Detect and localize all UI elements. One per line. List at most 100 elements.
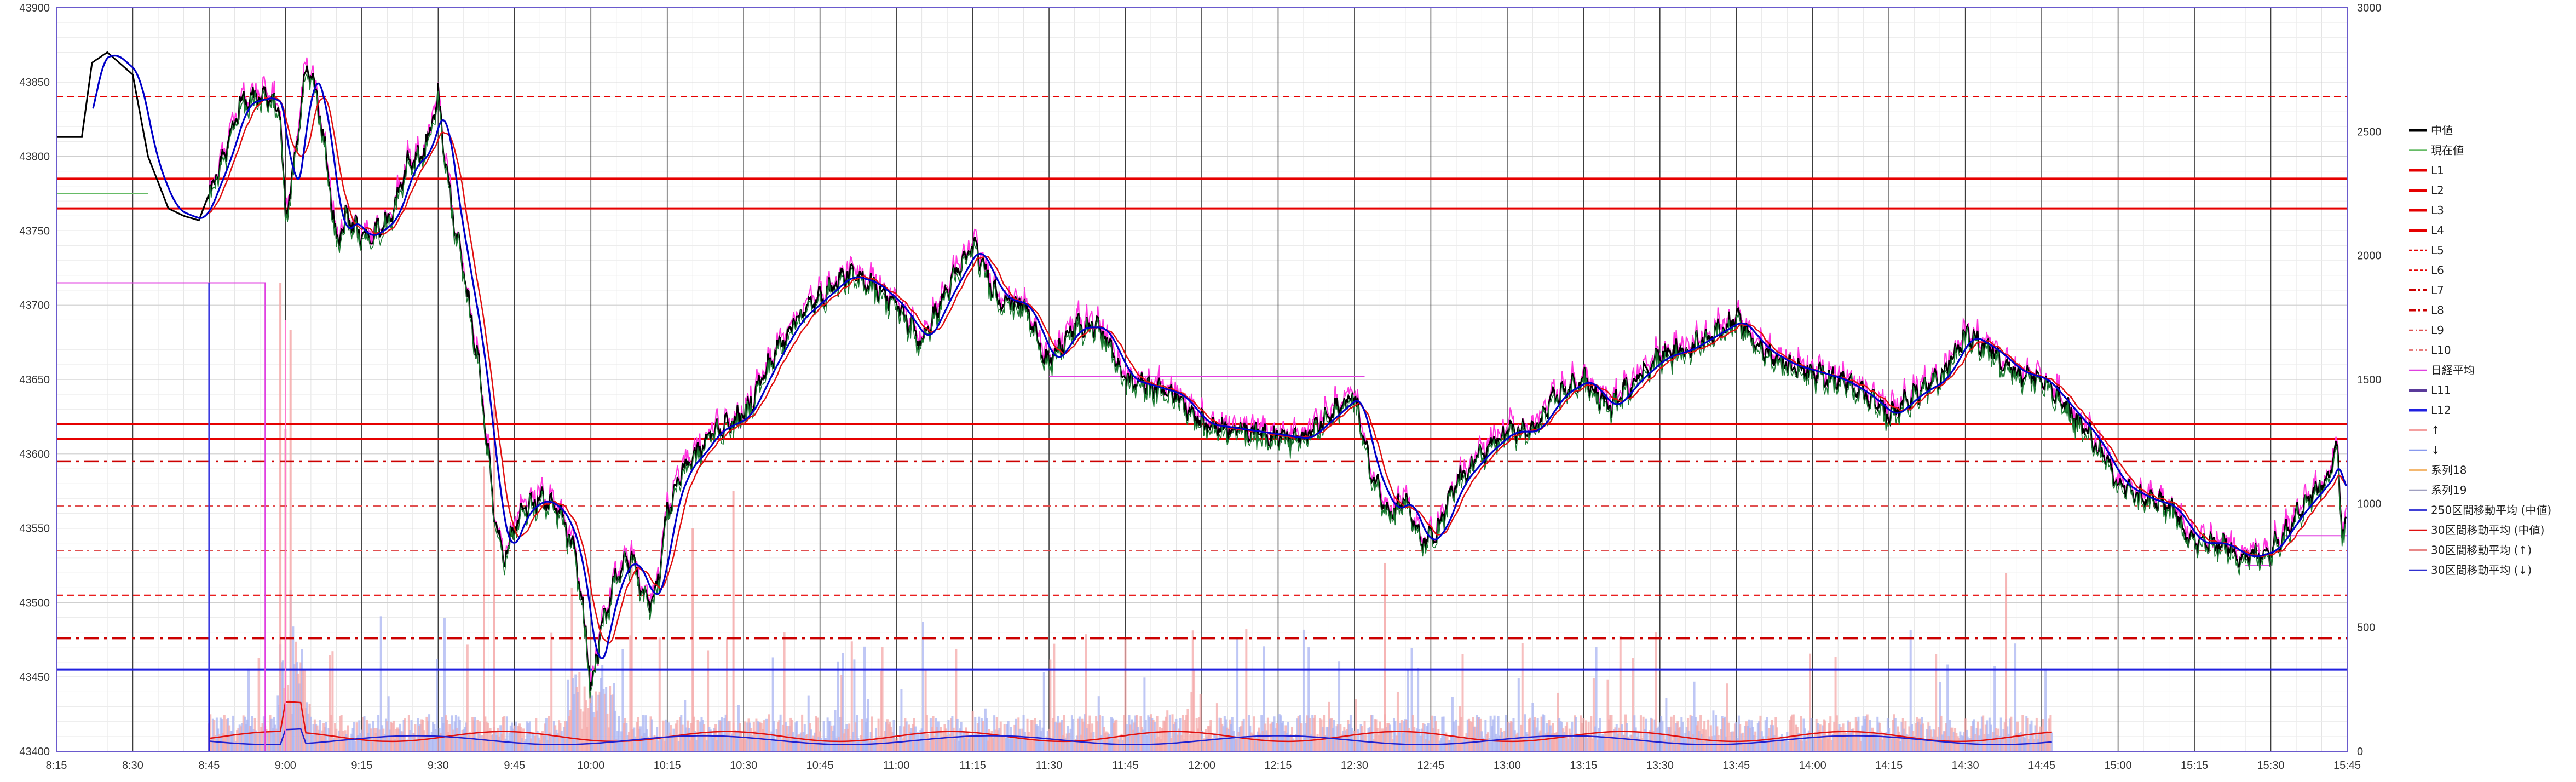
volume-bar [1678,728,1680,751]
volume-bar [460,734,463,751]
volume-bar [1528,719,1530,751]
volume-bar [1701,734,1703,751]
volume-bar [803,724,806,751]
x-tick-label: 9:30 [428,760,449,772]
volume-bar [1115,719,1118,751]
volume-bar [1084,714,1086,751]
volume-bar [1041,727,1044,751]
legend-entry-label: 系列18 [2431,464,2466,477]
volume-bar [1760,731,1763,751]
volume-bar [1011,739,1013,751]
volume-bar [458,720,461,751]
volume-bar [1242,718,1245,751]
volume-bar [275,728,278,751]
volume-bar [664,740,666,751]
volume-bar [1409,731,1412,751]
volume-bar [1231,717,1234,751]
volume-bar [1698,731,1701,751]
volume-bar [1339,724,1342,751]
volume-bar [853,659,856,751]
volume-bar [653,735,656,751]
volume-bar [2037,739,2039,751]
volume-bar [1502,740,1505,751]
volume-bar [564,721,567,751]
volume-bar [1185,715,1188,751]
volume-bar [1629,734,1632,751]
volume-bar [2010,716,2013,751]
volume-bar [1072,719,1075,751]
volume-bar [1705,740,1708,751]
volume-bar [951,716,954,751]
volume-bar [1356,741,1358,751]
volume-bar [1603,735,1605,751]
volume-bar [1389,725,1392,751]
volume-bar [641,735,643,751]
volume-bar [210,737,213,751]
volume-bar [1144,720,1147,751]
volume-bar [1305,723,1307,751]
volume-bar [1297,716,1300,751]
volume-bar [615,739,618,751]
volume-bar [1380,731,1382,751]
volume-bar [1229,719,1231,751]
volume-bar [527,722,530,751]
volume-bar [268,732,270,751]
x-tick-label: 12:45 [1417,760,1444,772]
volume-bar [1992,732,1995,751]
volume-bar [1764,720,1767,751]
legend-entry-label: L8 [2431,304,2444,317]
y-tick-label: 43700 [19,300,50,312]
volume-bar [903,726,906,751]
volume-bar [470,738,472,751]
volume-bar [2044,668,2047,751]
volume-bar [1898,731,1900,751]
volume-bar [826,717,829,751]
legend-entry-label: L4 [2431,224,2444,237]
volume-bar [1096,721,1099,751]
legend-entry-label: 現在値 [2431,144,2464,157]
volume-bar [891,732,894,751]
volume-bar [1950,727,1953,751]
volume-bar [1022,715,1025,751]
volume-bar [843,733,845,751]
volume-bar [1121,740,1124,751]
volume-bar [1707,719,1710,751]
volume-bar [1711,736,1714,751]
volume-bar [940,727,942,751]
volume-bar [1372,739,1375,751]
y-tick-label: 43850 [19,77,50,89]
volume-bar [791,720,793,751]
volume-bar [1995,728,1997,751]
volume-bar [1274,728,1277,751]
volume-bar [1917,721,1920,751]
legend-entry-label: L3 [2431,204,2444,217]
volume-bar [1809,653,1812,751]
volume-bar [237,728,240,751]
volume-bar [618,716,620,751]
volume-bar [1015,718,1017,751]
volume-bar [1860,741,1863,751]
volume-bar [1270,722,1273,751]
volume-bar [1673,715,1675,751]
volume-bar [287,685,290,751]
volume-bar [1133,722,1136,751]
volume-bar [334,723,337,751]
volume-bar [1890,738,1893,751]
volume-bar [251,716,253,751]
volume-bar [382,728,385,751]
volume-bar [621,649,624,751]
volume-bar [1940,715,1943,751]
volume-bar [1432,728,1435,751]
volume-bar [335,728,338,751]
volume-bar [1191,630,1194,751]
volume-bar [492,734,494,751]
volume-bar [845,724,848,751]
volume-bar [1594,726,1597,751]
volume-bar [938,738,941,751]
volume-bar [1056,722,1058,751]
volume-bar [1964,718,1967,751]
volume-bar [881,647,884,751]
volume-bar [1853,737,1856,751]
volume-bar [1592,679,1595,751]
legend-entry-label: L5 [2431,244,2444,257]
